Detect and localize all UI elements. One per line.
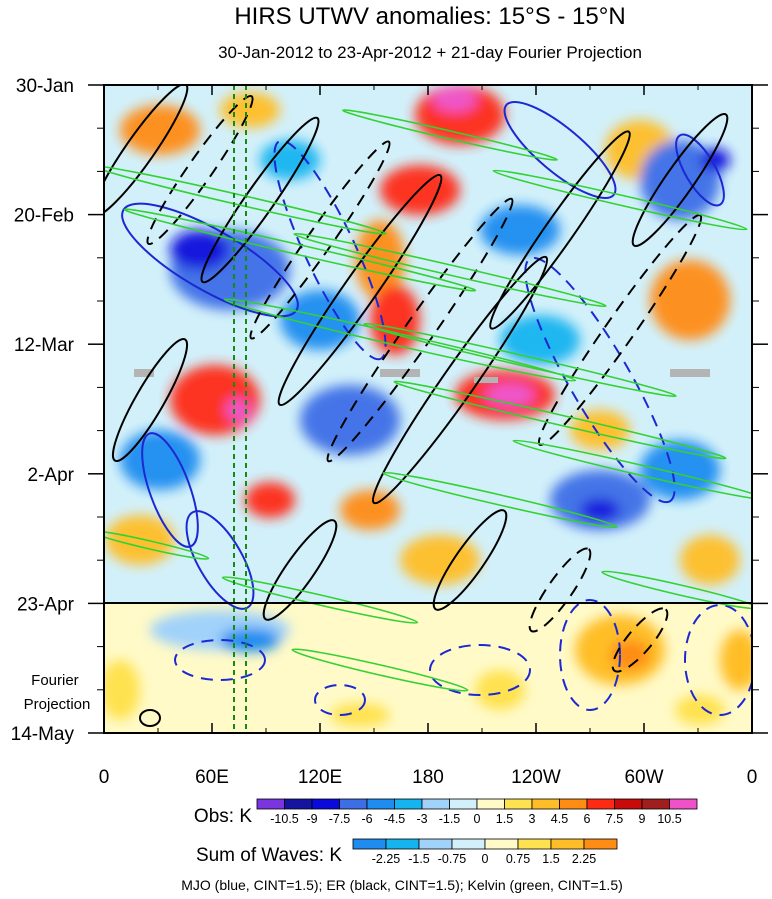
colorbar-swatch [517, 838, 552, 850]
y-tick-label: 12-Mar [14, 335, 75, 356]
colorbar-swatch [583, 838, 618, 850]
colorbar-tick-label: -0.75 [438, 852, 467, 866]
x-tick-labels: 0 60E 120E 180 120W 60W 0 [99, 767, 758, 788]
colorbar-tick-label: 1.5 [542, 852, 559, 866]
colorbar-swatch [531, 798, 560, 810]
plot-area [104, 85, 752, 733]
colorbar-tick-label: -2.25 [372, 852, 401, 866]
colorbar-tick-label: 6 [584, 812, 591, 826]
colorbar-tick-label: -6 [361, 812, 372, 826]
colorbar-swatch [449, 798, 478, 810]
y-tick-label: 23-Apr [17, 594, 75, 615]
colorbar-tick-label: -3 [416, 812, 427, 826]
colorbar-tick-label: 0 [482, 852, 489, 866]
colorbar-swatch [256, 798, 285, 810]
colorbar-tick-label: 4.5 [551, 812, 568, 826]
colorbar-swatch [504, 798, 533, 810]
kelvin-contours [104, 109, 752, 692]
colorbar-tick-label: 9 [639, 812, 646, 826]
x-tick-label: 120W [511, 767, 561, 788]
obs-anomaly-blobs [105, 85, 740, 585]
obs-colorbar-label: Obs: K [194, 806, 252, 827]
colorbar-swatch [418, 838, 453, 850]
colorbar-tick-label: 0.75 [506, 852, 530, 866]
colorbar-tick-label: 0 [474, 812, 481, 826]
colorbar-swatch [394, 798, 423, 810]
projection-label: Fourier Projection [24, 672, 91, 713]
colorbar-tick-label: -9 [306, 812, 317, 826]
x-tick-label: 0 [99, 767, 110, 788]
colorbar-swatch [421, 798, 450, 810]
projection-blobs [104, 610, 752, 727]
y-tick-label: 14-May [11, 724, 75, 745]
er-contours [104, 85, 729, 727]
colorbar-swatch [339, 798, 368, 810]
colorbar-tick-label: 1.5 [496, 812, 513, 826]
contour-footnote: MJO (blue, CINT=1.5); ER (black, CINT=1.… [181, 877, 623, 893]
axis-ticks [88, 84, 768, 734]
colorbar-swatch [385, 838, 420, 850]
missing-data-patches [134, 369, 710, 383]
colorbar-tick-label: 3 [529, 812, 536, 826]
y-tick-labels: 30-Jan 20-Feb 12-Mar 2-Apr 23-Apr 14-May [11, 76, 75, 745]
colorbar-swatch [559, 798, 588, 810]
colorbar-swatch [451, 838, 486, 850]
colorbar-tick-label: -1.5 [408, 852, 430, 866]
y-tick-label: 30-Jan [16, 76, 74, 97]
colorbar-tick-label: 7.5 [606, 812, 623, 826]
colorbar-swatch [311, 798, 340, 810]
chart-title: HIRS UTWV anomalies: 15°S - 15°N [234, 3, 625, 30]
obs-colorbar: -10.5 -9 -7.5 -6 -4.5 -3 -1.5 0 1.5 3 4.5 6 7.5 9 10.5 [256, 798, 698, 826]
colorbar-tick-label: 10.5 [657, 812, 681, 826]
colorbar-swatch [550, 838, 585, 850]
colorbar-swatch [484, 838, 519, 850]
colorbar-tick-label: -4.5 [384, 812, 406, 826]
x-tick-label: 60E [195, 767, 229, 788]
colorbar-swatch [366, 798, 395, 810]
x-tick-label: 120E [298, 767, 342, 788]
colorbar-swatch [476, 798, 505, 810]
colorbar-swatch [641, 798, 670, 810]
mjo-contours [121, 100, 752, 716]
colorbar-swatch [284, 798, 313, 810]
x-tick-label: 60W [624, 767, 663, 788]
colorbar-tick-label: -1.5 [439, 812, 461, 826]
waves-colorbar: -2.25 -1.5 -0.75 0 0.75 1.5 2.25 [352, 838, 618, 866]
colorbar-tick-label: 2.25 [572, 852, 596, 866]
colorbar-swatch [352, 838, 387, 850]
x-tick-label: 180 [412, 767, 444, 788]
colorbar-swatch [586, 798, 615, 810]
colorbar-tick-label: -10.5 [270, 812, 299, 826]
colorbar-tick-label: -7.5 [329, 812, 351, 826]
y-tick-label: 20-Feb [14, 206, 74, 227]
y-tick-label: 2-Apr [28, 465, 75, 486]
waves-colorbar-label: Sum of Waves: K [196, 845, 342, 866]
x-tick-label: 0 [747, 767, 758, 788]
colorbar-swatch [669, 798, 698, 810]
chart-subtitle: 30-Jan-2012 to 23-Apr-2012 + 21-day Four… [218, 43, 642, 62]
colorbar-swatch [614, 798, 643, 810]
